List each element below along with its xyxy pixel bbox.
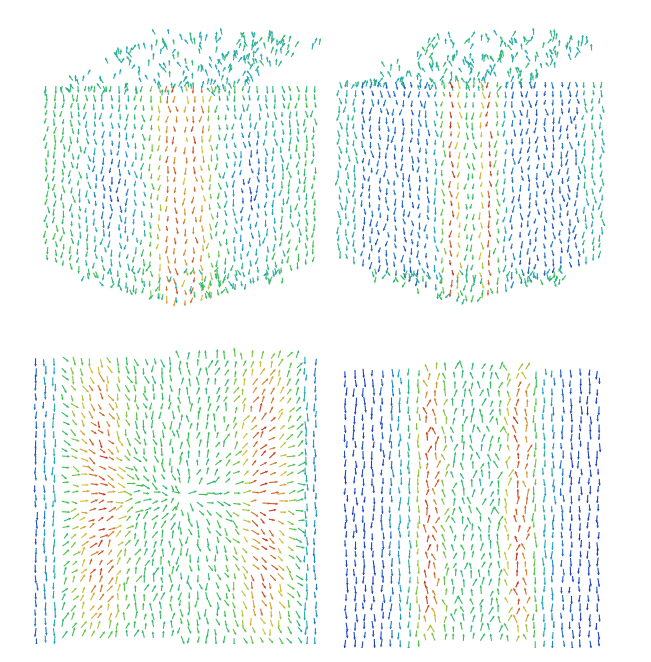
vector-field-arrows	[33, 348, 318, 644]
cube-view-1-image	[42, 28, 322, 307]
cube-view-2-panel	[330, 26, 610, 308]
cube-view-2-image	[334, 28, 606, 305]
cube-view-1-panel	[38, 26, 328, 308]
cross-section-2-panel	[340, 360, 610, 648]
cross-section-1-panel	[30, 348, 330, 644]
cross-section-2-image	[343, 360, 602, 648]
vector-field-arrows	[343, 360, 602, 648]
vector-field-arrows	[42, 28, 322, 307]
vector-field-arrows	[334, 28, 606, 305]
cross-section-1-image	[33, 348, 318, 644]
